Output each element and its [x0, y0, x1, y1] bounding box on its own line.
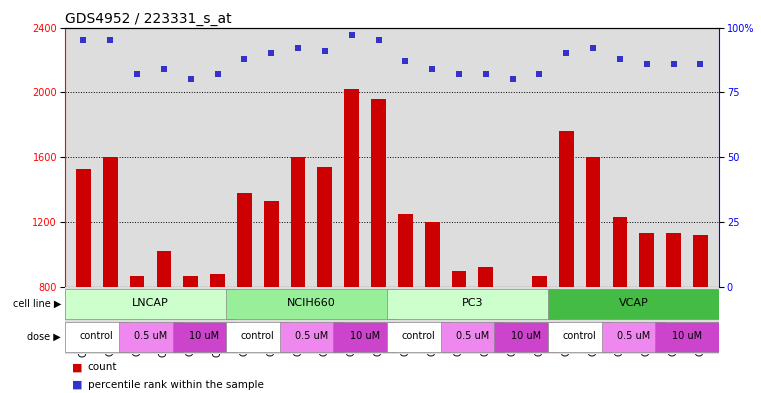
Bar: [548, 322, 611, 352]
Bar: [387, 288, 558, 319]
Bar: [65, 288, 236, 319]
Text: NCIH660: NCIH660: [287, 298, 336, 308]
Text: count: count: [88, 362, 117, 373]
Bar: [371, 99, 386, 287]
Text: 0.5 uM: 0.5 uM: [616, 331, 650, 342]
Bar: [76, 169, 91, 287]
Text: 10 uM: 10 uM: [350, 331, 380, 342]
Text: control: control: [80, 331, 113, 342]
Bar: [264, 201, 279, 287]
Text: 0.5 uM: 0.5 uM: [456, 331, 489, 342]
Bar: [441, 322, 504, 352]
Text: ■: ■: [72, 362, 83, 373]
Point: [212, 71, 224, 77]
Text: ■: ■: [72, 380, 83, 390]
Point: [185, 76, 197, 83]
Point: [238, 55, 250, 62]
Bar: [387, 322, 451, 352]
Point: [614, 55, 626, 62]
Bar: [655, 322, 718, 352]
Point: [265, 50, 277, 57]
Text: 10 uM: 10 uM: [189, 331, 219, 342]
Text: 0.5 uM: 0.5 uM: [134, 331, 167, 342]
Point: [400, 58, 412, 64]
Point: [667, 61, 680, 67]
Text: control: control: [402, 331, 435, 342]
Bar: [559, 131, 574, 287]
Text: LNCAP: LNCAP: [132, 298, 169, 308]
Bar: [291, 157, 305, 287]
Bar: [210, 274, 225, 287]
Bar: [666, 233, 681, 287]
Bar: [693, 235, 708, 287]
Point: [319, 48, 331, 54]
Point: [131, 71, 143, 77]
Bar: [344, 89, 359, 287]
Text: control: control: [563, 331, 597, 342]
Bar: [226, 322, 289, 352]
Bar: [586, 157, 600, 287]
Bar: [548, 288, 718, 319]
Bar: [173, 322, 236, 352]
Bar: [451, 271, 466, 287]
Text: VCAP: VCAP: [619, 298, 648, 308]
Point: [78, 37, 90, 44]
Point: [372, 37, 384, 44]
Point: [426, 66, 438, 72]
Bar: [103, 157, 118, 287]
Bar: [65, 322, 129, 352]
Point: [641, 61, 653, 67]
Bar: [226, 288, 396, 319]
Point: [533, 71, 546, 77]
Point: [479, 71, 492, 77]
Text: GDS4952 / 223331_s_at: GDS4952 / 223331_s_at: [65, 13, 231, 26]
Text: dose ▶: dose ▶: [27, 332, 61, 342]
Bar: [398, 214, 412, 287]
Text: PC3: PC3: [462, 298, 483, 308]
Bar: [129, 275, 145, 287]
Bar: [505, 287, 520, 293]
Bar: [425, 222, 440, 287]
Text: cell line ▶: cell line ▶: [12, 299, 61, 309]
Text: 10 uM: 10 uM: [511, 331, 541, 342]
Point: [345, 32, 358, 39]
Bar: [317, 167, 333, 287]
Text: percentile rank within the sample: percentile rank within the sample: [88, 380, 263, 390]
Bar: [602, 322, 665, 352]
Point: [158, 66, 170, 72]
Point: [694, 61, 706, 67]
Bar: [532, 275, 547, 287]
Point: [560, 50, 572, 57]
Bar: [237, 193, 252, 287]
Bar: [639, 233, 654, 287]
Point: [453, 71, 465, 77]
Text: 10 uM: 10 uM: [672, 331, 702, 342]
Point: [507, 76, 519, 83]
Bar: [157, 251, 171, 287]
Bar: [479, 267, 493, 287]
Bar: [613, 217, 627, 287]
Bar: [119, 322, 182, 352]
Bar: [183, 275, 198, 287]
Point: [104, 37, 116, 44]
Text: 0.5 uM: 0.5 uM: [295, 331, 328, 342]
Bar: [333, 322, 396, 352]
Bar: [280, 322, 343, 352]
Point: [292, 45, 304, 51]
Bar: [495, 322, 558, 352]
Point: [587, 45, 599, 51]
Text: control: control: [241, 331, 275, 342]
